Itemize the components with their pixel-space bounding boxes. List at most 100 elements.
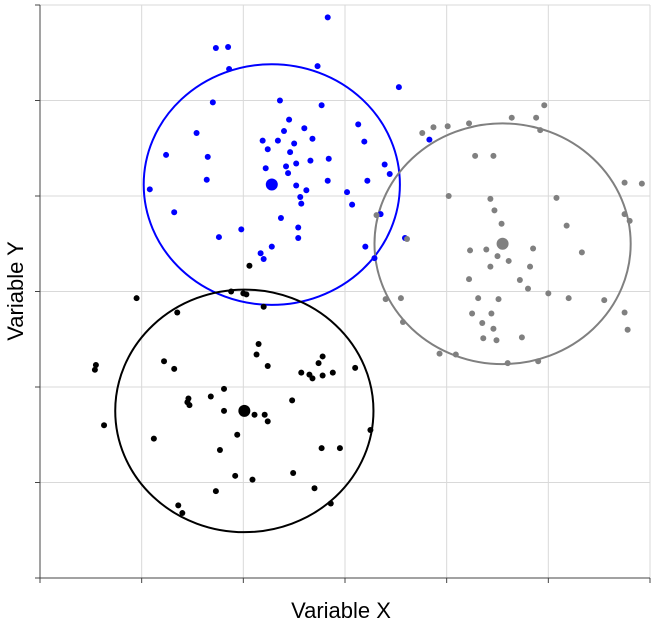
data-point [243, 291, 250, 298]
data-point [216, 447, 223, 454]
data-point [209, 99, 216, 106]
data-point [452, 351, 459, 358]
data-point [307, 157, 314, 164]
data-point [281, 128, 287, 135]
data-point [527, 263, 534, 270]
data-point [399, 319, 406, 326]
cluster-circle-1 [142, 63, 401, 306]
data-point [163, 151, 170, 158]
data-point [601, 297, 608, 304]
data-point [621, 211, 628, 218]
data-point [621, 179, 628, 186]
data-point [488, 310, 495, 317]
data-point [274, 137, 281, 144]
data-point [336, 445, 343, 452]
data-point [261, 411, 268, 418]
data-point [487, 195, 494, 202]
data-point [301, 125, 308, 132]
data-point [469, 310, 476, 317]
cluster-center-2 [496, 237, 509, 250]
data-point [298, 369, 305, 376]
data-point [352, 364, 359, 371]
data-point [259, 137, 266, 144]
data-point [525, 285, 531, 292]
data-point [426, 136, 433, 143]
data-point [232, 472, 239, 479]
data-point [472, 152, 479, 159]
data-point [264, 146, 271, 153]
cluster-circles [114, 63, 632, 534]
data-points [91, 14, 645, 517]
data-point [480, 335, 487, 342]
data-point [563, 222, 570, 229]
cluster-circle-2 [373, 122, 632, 366]
data-point [537, 127, 544, 134]
data-point [436, 350, 443, 357]
data-point [268, 243, 275, 250]
data-point [287, 149, 294, 156]
data-point [381, 161, 388, 168]
data-point [386, 171, 393, 178]
data-point [184, 399, 191, 406]
data-point [276, 97, 283, 104]
data-point [314, 63, 321, 70]
data-point [518, 334, 525, 341]
data-point [626, 217, 633, 224]
data-point [285, 170, 292, 177]
data-point [260, 303, 267, 310]
data-point [91, 366, 98, 373]
cluster-center-3 [238, 404, 251, 417]
data-point [298, 200, 305, 207]
data-point [508, 114, 515, 121]
data-point [565, 295, 572, 302]
data-point [234, 431, 241, 438]
data-point [364, 177, 371, 184]
data-point [553, 194, 560, 201]
data-point [303, 187, 310, 194]
data-point [293, 160, 300, 167]
data-point [309, 135, 316, 142]
data-point [221, 385, 228, 392]
data-point [324, 177, 331, 184]
data-point [494, 253, 501, 260]
data-point [444, 123, 451, 130]
data-point [228, 288, 235, 295]
data-point [179, 510, 186, 517]
data-point [293, 182, 300, 189]
data-point [161, 358, 168, 365]
data-point [311, 485, 318, 492]
cluster-circle-3 [114, 288, 375, 534]
data-point [249, 476, 256, 483]
data-point [212, 44, 219, 51]
data-point [92, 362, 99, 369]
data-point [255, 341, 262, 348]
data-point [290, 469, 297, 476]
data-point [504, 360, 511, 367]
data-point [621, 309, 628, 316]
data-point [324, 14, 331, 21]
data-point [419, 129, 426, 136]
data-point [475, 295, 482, 302]
data-point [624, 326, 631, 333]
data-point [466, 120, 473, 127]
data-point [578, 249, 585, 256]
data-point [355, 121, 362, 128]
data-point [530, 245, 537, 252]
data-point [373, 212, 380, 219]
data-point [487, 263, 494, 270]
data-point [541, 102, 548, 109]
data-point [505, 257, 512, 264]
y-axis-label: Variable Y [3, 241, 28, 341]
data-point [490, 152, 497, 159]
cluster-center-1 [265, 178, 278, 191]
data-point [493, 337, 500, 344]
data-point [327, 500, 334, 507]
data-point [371, 255, 378, 262]
data-point [221, 407, 228, 414]
data-point [344, 189, 351, 196]
data-point [430, 124, 437, 131]
data-point [212, 488, 219, 495]
data-point [215, 234, 222, 241]
data-point [329, 369, 336, 376]
